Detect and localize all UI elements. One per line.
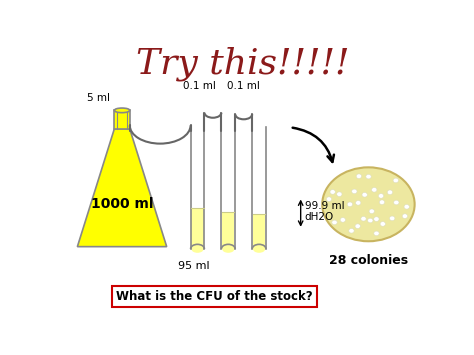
- Text: dH2O: dH2O: [304, 212, 334, 222]
- Text: 28 colonies: 28 colonies: [329, 253, 408, 267]
- Polygon shape: [191, 127, 204, 249]
- Text: 99.9 ml: 99.9 ml: [304, 201, 344, 211]
- Ellipse shape: [379, 200, 385, 204]
- Ellipse shape: [368, 218, 373, 223]
- Ellipse shape: [374, 217, 379, 222]
- Polygon shape: [222, 212, 235, 249]
- Ellipse shape: [253, 245, 265, 253]
- Text: 1000 ml: 1000 ml: [91, 197, 153, 211]
- Text: What is the CFU of the stock?: What is the CFU of the stock?: [116, 290, 313, 303]
- Ellipse shape: [332, 220, 337, 225]
- Ellipse shape: [352, 189, 357, 194]
- Ellipse shape: [191, 245, 204, 253]
- Ellipse shape: [374, 231, 379, 236]
- Text: 0.1 ml: 0.1 ml: [183, 82, 216, 92]
- Ellipse shape: [369, 209, 374, 214]
- Polygon shape: [191, 208, 204, 249]
- Ellipse shape: [330, 190, 335, 194]
- Ellipse shape: [390, 216, 395, 221]
- Ellipse shape: [402, 214, 408, 218]
- Ellipse shape: [355, 224, 360, 229]
- Polygon shape: [77, 129, 167, 247]
- Ellipse shape: [366, 174, 371, 179]
- Ellipse shape: [372, 187, 377, 192]
- Ellipse shape: [356, 201, 361, 205]
- Ellipse shape: [337, 192, 342, 196]
- Ellipse shape: [347, 202, 353, 207]
- Ellipse shape: [378, 193, 384, 198]
- Text: Try this!!!!!: Try this!!!!!: [136, 47, 350, 81]
- Polygon shape: [221, 127, 235, 249]
- Ellipse shape: [387, 190, 392, 195]
- Ellipse shape: [404, 204, 410, 209]
- Polygon shape: [252, 127, 266, 249]
- Ellipse shape: [322, 167, 415, 241]
- Ellipse shape: [356, 174, 362, 179]
- Text: 95 ml: 95 ml: [178, 261, 210, 271]
- Ellipse shape: [222, 245, 235, 253]
- Ellipse shape: [393, 178, 399, 183]
- Ellipse shape: [361, 217, 366, 221]
- Text: 5 ml: 5 ml: [88, 93, 110, 103]
- Ellipse shape: [380, 222, 385, 226]
- Ellipse shape: [114, 108, 130, 113]
- Ellipse shape: [349, 229, 354, 233]
- Ellipse shape: [326, 197, 332, 201]
- Text: 0.1 ml: 0.1 ml: [227, 82, 260, 92]
- Polygon shape: [253, 214, 265, 249]
- Polygon shape: [114, 110, 130, 129]
- Ellipse shape: [393, 200, 399, 205]
- Ellipse shape: [340, 218, 346, 222]
- Ellipse shape: [362, 192, 367, 197]
